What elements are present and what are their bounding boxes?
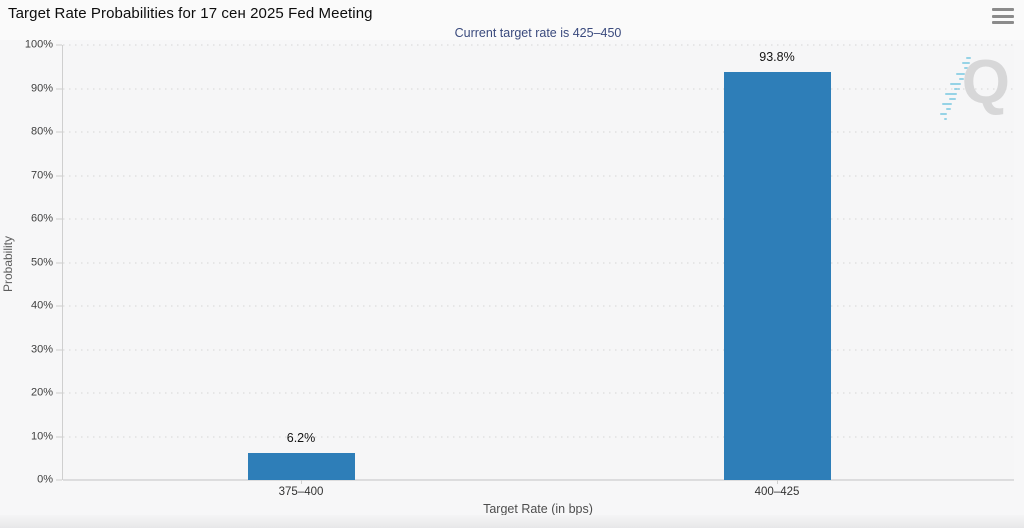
chart-title: Target Rate Probabilities for 17 сен 202… (8, 5, 373, 22)
bar-375–400[interactable] (247, 453, 355, 480)
y-tick-label: 60% (30, 212, 53, 225)
y-tick-mark (56, 479, 62, 481)
y-tick-label: 100% (24, 38, 53, 51)
y-tick-mark (56, 349, 62, 350)
y-tick-label: 90% (30, 82, 53, 94)
y-tick-label: 50% (30, 256, 53, 268)
y-tick-mark (56, 218, 62, 220)
plot-area: Q 0% 10% 20% 30% 40% 50% 60% 70% 80% 90% 100% 6.2% 3… (25, 39, 1014, 498)
y-tick-label: 70% (30, 169, 53, 181)
y-tick-label: 40% (30, 299, 53, 312)
y-gridline: 90% (31, 82, 1014, 94)
x-tick-label: 400–425 (754, 486, 800, 498)
x-axis-title: Target Rate (in bps) (483, 502, 593, 516)
x-tick-mark (777, 480, 778, 484)
y-tick-mark (56, 305, 62, 307)
bar-value-label: 93.8% (759, 49, 795, 64)
hamburger-menu-icon[interactable] (992, 8, 1014, 24)
bar-400–425[interactable] (723, 71, 831, 480)
y-tick-label: 0% (37, 473, 53, 486)
y-tick-mark (56, 88, 62, 89)
y-gridline: 50% (31, 256, 1014, 268)
y-tick-mark (56, 131, 62, 133)
x-tick-label: 375–400 (278, 486, 324, 498)
bar-value-label: 6.2% (286, 431, 316, 446)
hamburger-bar (992, 21, 1014, 24)
y-gridline: 30% (31, 343, 1014, 355)
hamburger-bar (992, 14, 1014, 18)
y-tick-mark (56, 436, 62, 437)
y-tick-label: 80% (30, 125, 53, 138)
y-gridline: 40% (31, 300, 1014, 312)
hamburger-bar (992, 8, 1014, 11)
chart-subtitle: Current target rate is 425–450 (454, 26, 622, 40)
y-gridline: 10% (31, 430, 1014, 442)
bar-chart: Q 0% 10% 20% 30% 40% 50% 60% 70% 80% 90% 100% 6.2% 3… (0, 39, 1024, 516)
y-gridline: 100% (25, 39, 1014, 51)
y-gridline: 20% (31, 387, 1014, 399)
x-axis-baseline: 0% (37, 474, 1014, 486)
x-tick-mark (301, 480, 302, 484)
y-gridline: 80% (31, 126, 1014, 138)
y-tick-label: 10% (30, 430, 53, 442)
watermark-q-logo: Q (961, 48, 1010, 117)
y-axis-title: Probability (1, 235, 15, 293)
y-tick-label: 20% (30, 386, 53, 399)
y-tick-mark (56, 175, 62, 176)
y-tick-label: 30% (30, 343, 53, 355)
bottom-edge-fade (0, 515, 1024, 528)
y-tick-mark (56, 262, 62, 263)
y-tick-mark (56, 392, 62, 394)
y-tick-mark (56, 44, 62, 46)
y-gridline: 60% (31, 213, 1014, 225)
quikstrike-watermark: Q (940, 48, 1012, 125)
y-gridline: 70% (31, 169, 1014, 181)
watermark-dashes-icon (940, 57, 971, 120)
